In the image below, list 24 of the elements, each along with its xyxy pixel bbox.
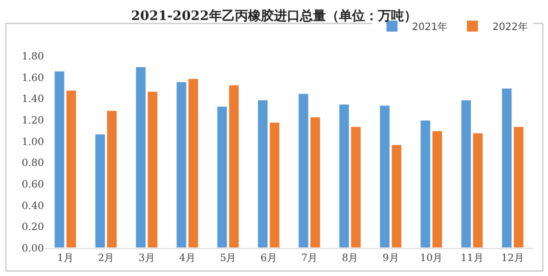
x-tick-label: 7月	[301, 253, 318, 264]
y-tick-label: 0.80	[22, 158, 44, 170]
y-tick-label: 0.40	[22, 200, 44, 212]
x-tick-label: 3月	[138, 253, 155, 264]
x-tick-label: 5月	[220, 253, 236, 264]
x-tick-label: 2月	[98, 253, 114, 264]
x-tick-label: 10月	[420, 253, 443, 264]
x-tick-label: 6月	[260, 253, 277, 264]
y-tick-label: 1.80	[22, 52, 44, 62]
x-tick-label: 4月	[179, 253, 196, 264]
legend-label: 2022年	[492, 21, 528, 34]
x-tick-label: 12月	[501, 253, 524, 264]
y-tick-label: 1.60	[22, 72, 44, 84]
x-tick-label: 9月	[382, 253, 399, 264]
y-tick-label: 0.20	[22, 222, 44, 234]
x-tick-label: 11月	[460, 253, 484, 264]
x-tick-label: 8月	[342, 253, 358, 264]
y-tick-label: 0.00	[22, 244, 44, 254]
legend-label: 2021年	[412, 21, 448, 34]
y-tick-label: 1.40	[22, 94, 44, 106]
y-tick-label: 0.60	[22, 180, 44, 190]
y-tick-label: 1.20	[22, 116, 44, 126]
y-tick-label: 1.00	[22, 136, 44, 148]
x-tick-label: 1月	[57, 253, 74, 264]
